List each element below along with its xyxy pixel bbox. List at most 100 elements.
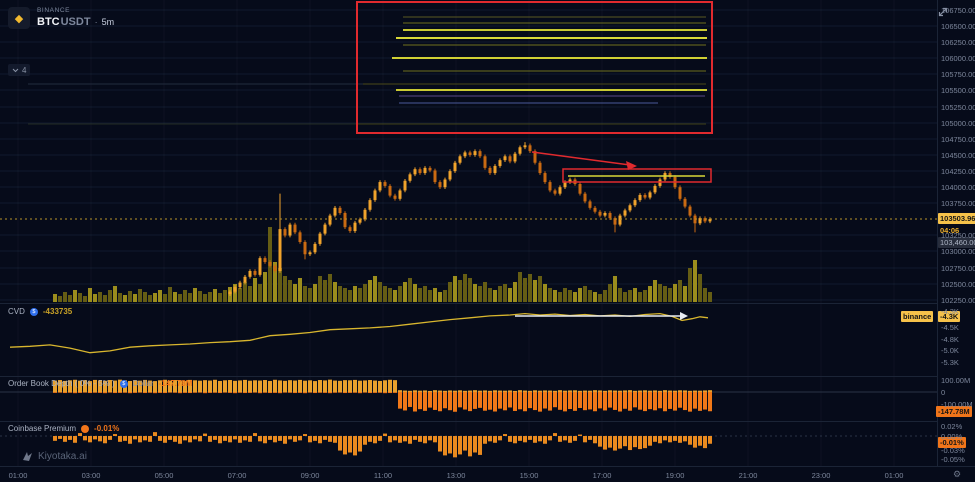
volume-bar	[493, 290, 497, 302]
panel-divider[interactable]	[0, 421, 937, 422]
indicators-collapse-button[interactable]: 4	[8, 64, 31, 76]
candle-body	[233, 287, 237, 292]
obd-bid-bar	[293, 380, 297, 392]
cvd-header[interactable]: CVD $ -433735	[8, 307, 72, 316]
obd-bid-bar	[98, 380, 102, 392]
premium-bar	[143, 436, 147, 441]
obd-bid-bar	[638, 390, 642, 392]
premium-bar	[138, 436, 142, 443]
obd-header[interactable]: Order Book Depth ( 0% - 5% ) $ Dollar -1…	[8, 379, 192, 388]
obd-ask-bar	[163, 392, 167, 394]
obd-bid-bar	[158, 380, 162, 392]
axis-tick-label: 102750.00	[941, 264, 975, 273]
candle-body	[583, 193, 587, 202]
volume-bar	[668, 288, 672, 302]
volume-bar	[643, 290, 647, 302]
candle-body	[563, 182, 567, 188]
obd-ask-bar	[383, 392, 387, 394]
candle-body	[428, 167, 432, 171]
volume-bar	[663, 286, 667, 302]
candle-body	[418, 169, 422, 174]
obd-bid-bar	[103, 380, 107, 392]
gear-icon[interactable]: ⚙	[953, 469, 962, 479]
volume-bar	[613, 276, 617, 302]
obd-bid-bar	[258, 380, 262, 392]
premium-bar	[228, 436, 232, 443]
volume-bar	[323, 280, 327, 302]
axis-tick-label: -0.03%	[941, 446, 965, 455]
obd-bid-bar	[278, 380, 282, 392]
volume-bar	[318, 276, 322, 302]
obd-bid-bar	[693, 390, 697, 392]
obd-bid-bar	[508, 390, 512, 392]
obd-ask-bar	[348, 392, 352, 393]
premium-bar	[58, 436, 62, 439]
obd-ask-bar	[233, 392, 237, 394]
volume-bar	[488, 288, 492, 302]
symbol-header[interactable]: ◆ BINANCE BTC USDT · 5m	[8, 7, 114, 29]
premium-bar	[458, 436, 462, 455]
obd-bid-bar	[53, 380, 57, 392]
candle-body	[493, 165, 497, 174]
dollar-icon[interactable]: $	[119, 379, 128, 388]
obd-bid-bar	[453, 390, 457, 392]
obd-bid-bar	[163, 379, 167, 392]
candle-body	[338, 207, 342, 213]
volume-bar	[218, 293, 222, 302]
candle-body	[298, 232, 302, 242]
candle-body	[368, 200, 372, 210]
obd-ask-bar	[688, 392, 692, 412]
volume-bar	[678, 280, 682, 302]
candle-body	[413, 169, 417, 175]
candle-body	[598, 211, 602, 216]
obd-bid-bar	[513, 390, 517, 392]
obd-bid-bar	[633, 390, 637, 392]
candle-body	[363, 209, 367, 220]
candle-body	[603, 213, 607, 216]
time-tick-label: 11:00	[373, 471, 393, 480]
obd-ask-bar	[408, 392, 412, 407]
premium-bar	[363, 436, 367, 445]
obd-ask-bar	[588, 392, 592, 410]
obd-bid-bar	[538, 390, 542, 392]
obd-bid-bar	[448, 390, 452, 392]
obd-value-label: -147.78M	[936, 406, 972, 417]
cvd-line	[9, 312, 709, 354]
obd-ask-bar	[338, 392, 342, 393]
premium-bar	[638, 436, 642, 450]
denomination-toggle-icon[interactable]: $	[29, 307, 38, 316]
volume-bar	[173, 292, 177, 302]
candle-body	[313, 243, 317, 253]
premium-bar	[543, 436, 547, 444]
volume-bar	[553, 290, 557, 302]
obd-ask-bar	[193, 392, 197, 393]
volume-bar	[253, 278, 257, 302]
separator-dot: ·	[94, 16, 98, 27]
axis-tick-label: 105000.00	[941, 119, 975, 128]
candle-body	[668, 173, 672, 177]
obd-bid-bar	[568, 390, 572, 392]
interval-selector[interactable]: 5m	[101, 16, 115, 27]
premium-bar	[428, 436, 432, 441]
fullscreen-button[interactable]	[936, 5, 950, 19]
premium-bar	[678, 436, 682, 443]
premium-bar	[353, 436, 357, 456]
obd-bid-bar	[263, 380, 267, 392]
obd-bid-bar	[548, 390, 552, 392]
obd-bid-bar	[543, 390, 547, 392]
candle-body	[488, 167, 492, 174]
volume-bar	[673, 284, 677, 302]
premium-bar	[613, 436, 617, 451]
obd-bid-bar	[108, 380, 112, 392]
obd-bid-bar	[488, 390, 492, 392]
volume-bar	[73, 290, 77, 302]
panel-divider[interactable]	[0, 376, 937, 377]
premium-bar	[298, 436, 302, 441]
premium-header[interactable]: Coinbase Premium -0.01%	[8, 424, 119, 433]
axis-tick-label: 103750.00	[941, 199, 975, 208]
panel-divider[interactable]	[0, 303, 937, 304]
premium-bar	[408, 436, 412, 444]
obd-bid-bar	[578, 390, 582, 392]
premium-bar	[358, 436, 362, 452]
